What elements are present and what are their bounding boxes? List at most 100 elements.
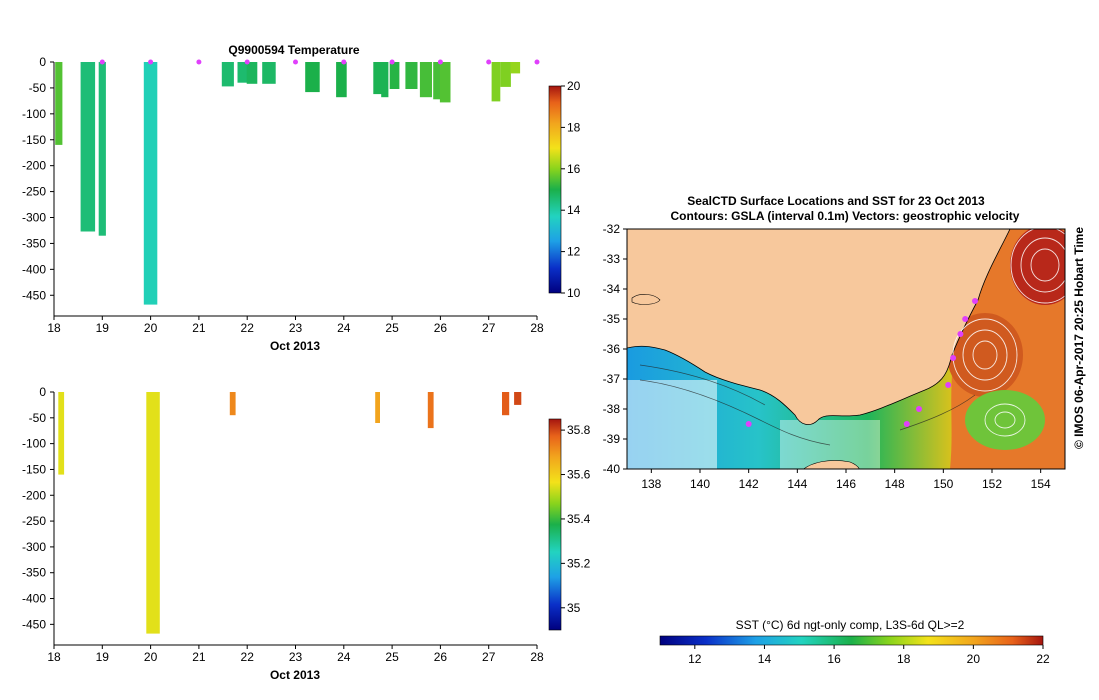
tasmania: [803, 460, 860, 469]
salinity-colorbar-ticks: 35.8 35.6 35.4 35.2 35: [561, 423, 591, 615]
seal-location-5: [957, 331, 964, 337]
lon-tick-label: 140: [690, 477, 710, 491]
cloud-mask-west: [627, 380, 717, 469]
x-tick-label: 18: [47, 650, 61, 664]
x-tick-label: 28: [530, 321, 544, 335]
lat-tick-label: -38: [603, 402, 621, 416]
surface-marker-3: [244, 59, 250, 65]
y-tick-label: -400: [22, 262, 46, 276]
profile-bar-0-9: [336, 62, 347, 98]
lon-tick-label: 142: [739, 477, 759, 491]
profile-bar-0-2: [98, 62, 106, 236]
sst-map-panel: SealCTD Surface Locations and SST for 23…: [603, 194, 1086, 666]
temperature-y-ticks: 0 -50 -100 -150 -200 -250 -300 -350 -400 -450: [22, 55, 54, 302]
x-tick-label: 25: [385, 650, 399, 664]
x-tick-label: 20: [144, 321, 158, 335]
profile-bar-0-15: [433, 62, 443, 100]
lat-tick-label: -36: [603, 342, 621, 356]
gsla-contours: [952, 229, 1065, 437]
profile-bar-1-4: [427, 392, 434, 429]
sst-tick-label: 20: [967, 652, 981, 666]
profile-bar-0-7: [262, 62, 276, 84]
colorbar-tick-label: 18: [567, 120, 581, 134]
colorbar-tick-label: 20: [567, 79, 581, 93]
y-tick-label: -100: [22, 107, 46, 121]
y-tick-label: 0: [39, 55, 46, 69]
temperature-bars: [55, 62, 521, 305]
y-tick-label: -50: [29, 411, 47, 425]
surface-marker-4: [293, 59, 298, 65]
x-tick-label: 23: [289, 321, 303, 335]
colorbar-tick-label: 35.2: [567, 556, 591, 570]
profile-bar-1-1: [146, 392, 160, 634]
y-tick-label: -350: [22, 566, 46, 580]
y-tick-label: -150: [22, 133, 46, 147]
salinity-panel: 0-50-100-150-200-250-300-350-400-450 18 1…: [22, 385, 591, 682]
kangaroo-island: [631, 294, 661, 305]
profile-bar-0-10: [373, 62, 382, 95]
y-tick-label: -300: [22, 540, 46, 554]
temperature-colorbar: [548, 85, 562, 294]
profile-bar-0-11: [381, 62, 389, 98]
salinity-x-ticks: 18 19 20 21 22 23 24 25 26 27 28: [47, 645, 544, 664]
temperature-frame: [53, 62, 537, 317]
x-tick-label: 27: [482, 321, 496, 335]
x-tick-label: 23: [289, 650, 303, 664]
x-tick-label: 26: [434, 650, 448, 664]
colorbar-tick-label: 16: [567, 162, 581, 176]
y-tick-label: -100: [22, 437, 46, 451]
temperature-title: Q9900594 Temperature: [228, 43, 360, 57]
surface-marker-6: [389, 59, 395, 65]
seal-location-1: [903, 421, 910, 427]
map-side-text: © IMOS 06-Apr-2017 20:25 Hobart Time: [1072, 227, 1086, 449]
temperature-x-ticks: 18 19 20 21 22 23 24 25 26 27 28: [47, 316, 544, 335]
profile-bar-0-0: [55, 62, 63, 145]
profile-bar-0-6: [246, 62, 258, 84]
y-tick-label: -250: [22, 185, 46, 199]
salinity-frame: [53, 392, 537, 646]
cool-eddy: [965, 390, 1045, 450]
lat-tick-label: -32: [603, 222, 621, 236]
x-tick-label: 25: [385, 321, 399, 335]
profile-bar-0-12: [389, 62, 400, 89]
lon-tick-label: 152: [982, 477, 1002, 491]
x-tick-label: 21: [192, 321, 206, 335]
salinity-bars: [58, 392, 522, 634]
profile-bar-0-16: [439, 62, 451, 103]
x-tick-label: 22: [241, 650, 255, 664]
surface-marker-7: [437, 59, 443, 65]
surface-marker-5: [341, 59, 347, 65]
lat-tick-label: -33: [603, 252, 621, 266]
profile-bar-1-6: [514, 392, 522, 405]
salinity-y-ticks: 0 -50 -100 -150 -200 -250 -300 -350 -400 -450: [22, 385, 54, 631]
hot-core: [1010, 229, 1065, 305]
lat-tick-label: -39: [603, 432, 621, 446]
map-area: [627, 229, 1065, 469]
profile-bar-0-13: [405, 62, 418, 89]
sst-colorbar-ticks: 12 14 16 18 20 22: [688, 645, 1050, 666]
lat-tick-label: -34: [603, 282, 621, 296]
sst-tick-label: 16: [827, 652, 841, 666]
y-tick-label: -350: [22, 236, 46, 250]
map-lon-ticks: 138 140 142 144 146 148 150 152 154: [641, 469, 1051, 491]
colorbar-tick-label: 14: [567, 203, 581, 217]
colorbar-tick-label: 35.8: [567, 423, 591, 437]
colorbar-tick-label: 35: [567, 601, 581, 615]
lon-tick-label: 144: [787, 477, 807, 491]
map-lat-ticks: -32 -33 -34 -35 -36 -37 -38 -39 -40: [603, 222, 627, 476]
surface-marker-2: [196, 59, 202, 65]
seal-locations: [745, 298, 978, 427]
colorbar-tick-label: 35.6: [567, 468, 591, 482]
profile-bar-0-3: [143, 62, 158, 305]
profile-bar-1-0: [58, 392, 65, 475]
x-tick-label: 20: [144, 650, 158, 664]
x-tick-label: 19: [96, 321, 110, 335]
y-tick-label: -450: [22, 288, 46, 302]
x-tick-label: 27: [482, 650, 496, 664]
temperature-panel: Q9900594 Temperature 0 -50 -100 -150 -200 -25…: [22, 43, 581, 353]
y-tick-label: -400: [22, 592, 46, 606]
profile-bar-1-3: [375, 392, 380, 423]
profile-bar-0-4: [221, 62, 234, 87]
sst-colorbar-label: SST (°C) 6d ngt-only comp, L3S-6d QL>=2: [736, 618, 965, 632]
sst-tick-label: 14: [758, 652, 772, 666]
